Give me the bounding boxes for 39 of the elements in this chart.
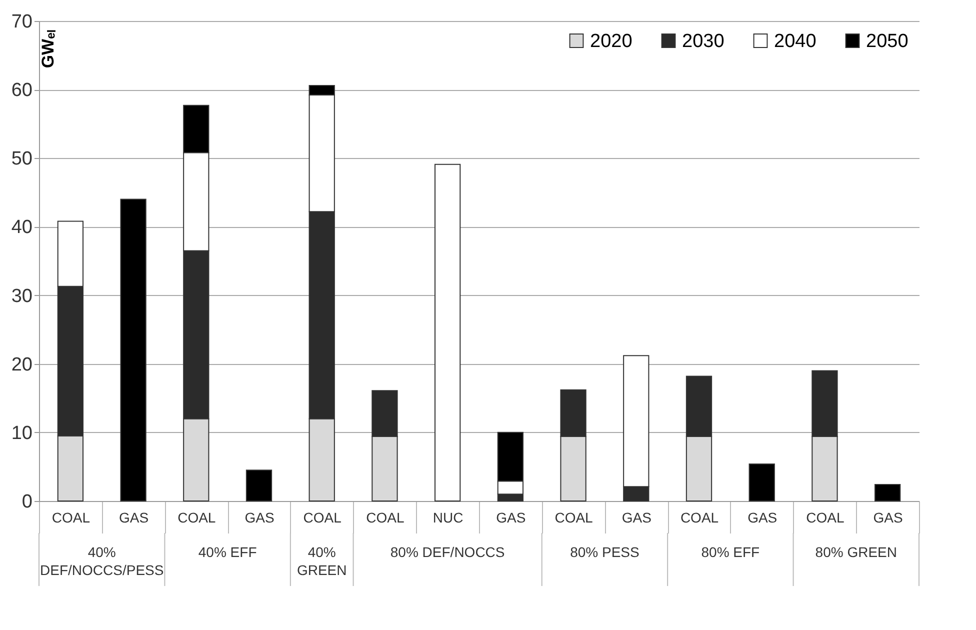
bar (434, 164, 461, 502)
x-tick-label: COAL (52, 510, 90, 526)
text: 80% EFF (701, 544, 760, 560)
bar (246, 470, 272, 502)
bar (748, 463, 775, 502)
legend-label: 2040 (774, 30, 816, 52)
text: 40% EFF (198, 544, 257, 560)
y-tick-label: 50 (11, 148, 32, 170)
x-tick-label: COAL (806, 510, 844, 526)
x-tick-label: GAS (622, 510, 652, 526)
x-tick-label: NUC (432, 510, 464, 526)
y-tick-label: 40 (11, 217, 32, 238)
y-tick-label: 0 (22, 492, 32, 512)
x-tick-label: GAS (244, 510, 274, 526)
text: 40% DEF/NOCCS/PESS (40, 544, 164, 578)
x-tick-label: COAL (366, 510, 404, 526)
y-axis-title: GWₑₗ (38, 30, 58, 68)
x-tick-label: COAL (554, 510, 594, 526)
x-tick-label: COAL (303, 510, 342, 526)
y-tick-label: 20 (11, 354, 32, 376)
legend-label: 2050 (866, 30, 908, 52)
x-tick-label: GAS (118, 510, 149, 526)
y-tick-label: 30 (11, 286, 32, 307)
text: 80% GREEN (815, 544, 897, 560)
y-tick-label: 10 (11, 422, 32, 444)
text: 80% PESS (570, 544, 640, 560)
bar (874, 484, 901, 502)
x-tick-label: GAS (748, 510, 778, 526)
x-tick-label: GAS (873, 510, 903, 526)
text: 40% GREEN (296, 544, 347, 578)
x-tick-label: COAL (178, 510, 216, 526)
legend-label: 2020 (590, 30, 632, 52)
text: 80% DEF/NOCCS (390, 544, 505, 560)
legend-label: 2030 (682, 30, 724, 52)
y-tick-label: 60 (11, 80, 32, 102)
bar (120, 198, 146, 502)
y-tick-label: 70 (11, 12, 32, 32)
x-tick-label: COAL (680, 510, 719, 526)
x-tick-label: GAS (496, 510, 526, 526)
